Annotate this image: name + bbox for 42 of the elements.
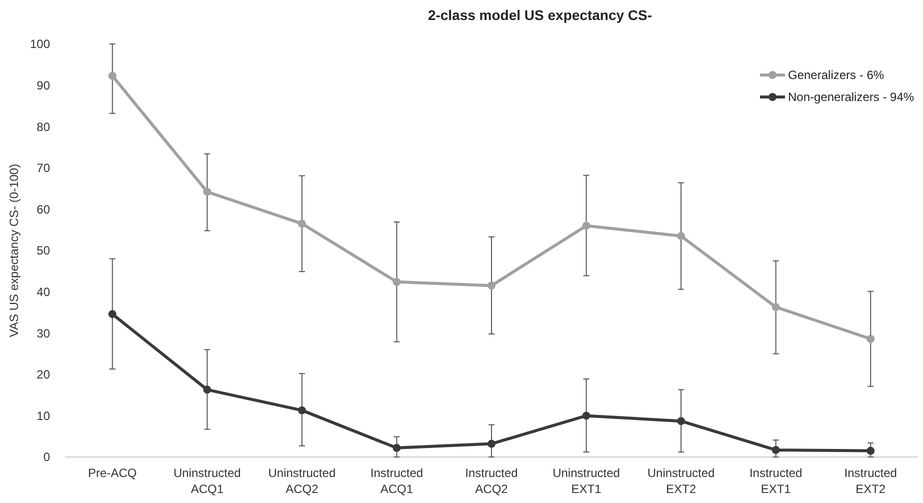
y-tick-label: 30 [36, 326, 50, 340]
point [108, 310, 116, 318]
y-tick-label: 0 [43, 450, 50, 464]
point [488, 440, 496, 448]
x-tick-label: Uninstructed ACQ2 [268, 466, 336, 496]
x-tick-label: Pre-ACQ [88, 466, 137, 480]
y-axis-title: VAS US expectancy CS- (0-100) [7, 164, 21, 338]
y-tick-label: 90 [36, 78, 50, 92]
legend-label: Non-generalizers - 94% [788, 90, 914, 104]
point [772, 303, 780, 312]
point [866, 446, 875, 455]
x-tick-label: Instructed EXT1 [749, 466, 802, 496]
point [772, 446, 780, 454]
point [108, 72, 116, 80]
y-tick-label: 10 [36, 408, 50, 423]
point [298, 220, 306, 228]
x-tick-label: Instructed ACQ1 [370, 466, 424, 496]
point [677, 232, 686, 240]
x-tick-label: Uninstructed EXT2 [647, 466, 715, 496]
y-tick-label: 60 [36, 202, 50, 216]
chart-title: 2-class model US expectancy CS- [428, 7, 652, 23]
y-tick-label: 70 [36, 161, 50, 176]
y-tick-label: 100 [30, 37, 50, 52]
y-tick-label: 20 [36, 368, 50, 382]
point [488, 282, 496, 290]
x-tick-label: Uninstructed ACQ1 [173, 466, 241, 496]
x-tick-label: Uninstructed EXT1 [552, 466, 620, 496]
y-tick-label: 40 [36, 285, 50, 299]
point [203, 188, 212, 196]
point [582, 412, 590, 420]
point [203, 386, 212, 394]
point [392, 444, 401, 452]
x-tick-label: Instructed EXT2 [844, 466, 897, 496]
point [582, 222, 590, 230]
y-tick-label: 50 [36, 244, 50, 258]
point [298, 406, 306, 414]
legend-label: Generalizers - 6% [788, 68, 884, 82]
x-tick-label: Instructed ACQ2 [465, 466, 518, 496]
y-tick-label: 80 [36, 120, 50, 134]
point [677, 417, 686, 426]
point [392, 278, 401, 286]
point [866, 334, 875, 343]
